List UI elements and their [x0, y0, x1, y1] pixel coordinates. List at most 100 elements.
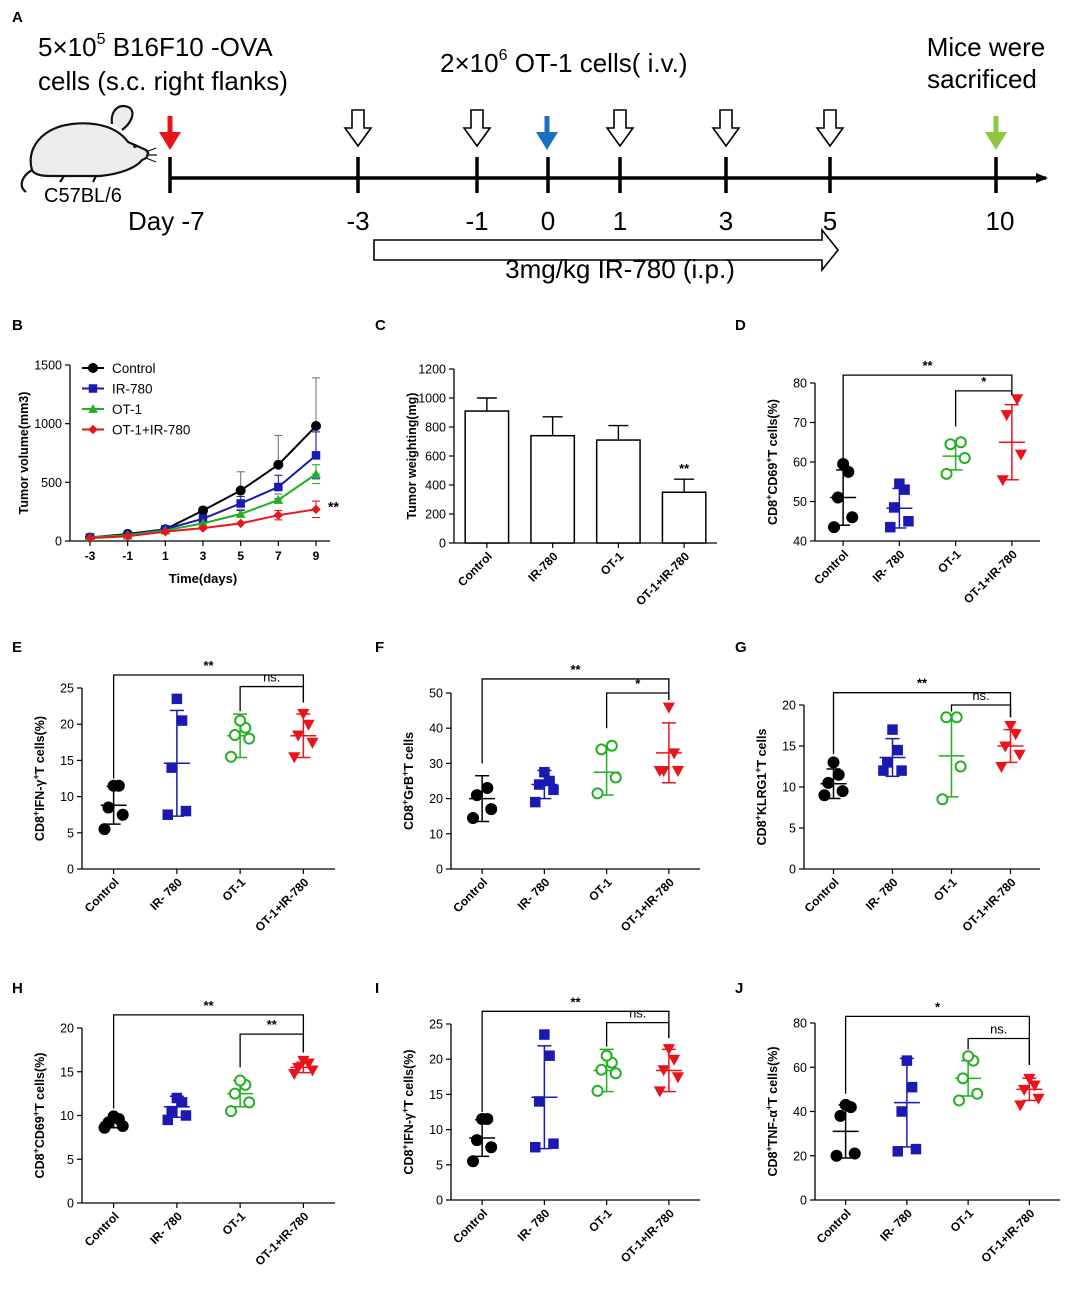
x-tick-label: OT-1+IR-780: [618, 875, 677, 934]
x-tick-label: 7: [275, 549, 282, 563]
data-point: [539, 766, 550, 778]
legend-entry-ot-1-ir-780: OT-1+IR-780: [82, 423, 190, 438]
x-tick-label: OT-1+IR-780: [959, 875, 1018, 934]
group-ot-1: OT-1: [586, 739, 622, 904]
panel-b-chart: B 0 500 1000 1500 Tumor volume(mm3) -3 -1 1 3 5 7 9 T…: [12, 317, 339, 586]
group-control: Control: [802, 756, 849, 915]
group-control: Control: [811, 457, 859, 587]
panel-letter-h: H: [12, 980, 23, 997]
group-control: Control: [814, 1098, 861, 1246]
y-tick-label: 400: [425, 479, 446, 493]
data-point: [98, 823, 111, 836]
y-tick-label: 500: [41, 476, 62, 490]
x-axis-label: Time(days): [169, 571, 237, 586]
panel-letter-g: G: [735, 639, 747, 656]
treatment-label: 3mg/kg IR-780 (i.p.): [505, 254, 735, 284]
x-tick-label: Control: [82, 875, 122, 915]
data-point: [839, 1098, 852, 1111]
y-tick-label: 60: [793, 456, 807, 470]
data-point: [235, 518, 246, 529]
data-point: [896, 765, 907, 776]
data-point: [544, 1050, 555, 1061]
significance-bracket-2: ns.: [950, 688, 1012, 718]
data-point: [548, 784, 559, 796]
data-point: [971, 1087, 984, 1100]
group-ot-1: OT-1: [935, 436, 971, 576]
y-tick-label: 0: [436, 863, 443, 877]
panel-letter-d: D: [735, 317, 746, 334]
bracket-label: **: [570, 662, 581, 677]
y-tick-label: 30: [429, 757, 443, 771]
data-point: [162, 809, 174, 820]
data-point: [180, 805, 192, 817]
y-tick-label: 20: [429, 1053, 443, 1067]
day-label-0: 0: [541, 206, 555, 236]
significance-bracket-2: ns.: [239, 670, 305, 712]
y-tick-label: 80: [793, 377, 807, 391]
y-tick-label: 200: [425, 508, 446, 522]
data-point: [605, 739, 618, 752]
x-tick-label: Control: [450, 1206, 490, 1246]
x-tick-label: OT-1+IR-780: [618, 1206, 677, 1265]
y-tick-label: 60: [793, 1061, 807, 1075]
group-ir-780: IR- 780: [515, 766, 559, 913]
x-tick-label: OT-1+IR-780: [961, 547, 1020, 606]
group-ot-1-ir-780: OT-1+IR-780: [252, 1055, 319, 1268]
legend-entry-ot-1: OT-1: [82, 402, 142, 417]
sacrifice-text-line2: sacrificed: [927, 64, 1037, 94]
y-tick-label: 10: [429, 827, 443, 841]
group-control: Control: [82, 779, 129, 915]
data-point: [85, 533, 95, 543]
legend-label: OT-1: [112, 402, 142, 417]
data-point: [671, 1072, 685, 1084]
y-tick-label: 80: [793, 1017, 807, 1031]
y-tick-label: 5: [67, 1153, 74, 1167]
significance-bracket-2: ns.: [605, 1006, 670, 1047]
bracket-label: **: [922, 358, 933, 373]
y-axis-label: CD8+IFN-γ+T cells(%): [400, 1049, 416, 1174]
data-point: [297, 1055, 310, 1067]
data-point: [297, 708, 310, 720]
y-tick-label: 5: [67, 826, 74, 840]
y-tick-label: 40: [793, 1105, 807, 1119]
bracket-label: **: [203, 998, 214, 1013]
data-point: [831, 491, 844, 504]
x-tick-label: OT-1: [586, 875, 615, 904]
y-tick-label: 20: [782, 699, 796, 713]
data-point: [667, 1054, 681, 1066]
data-point: [107, 779, 120, 792]
data-point: [1000, 410, 1013, 422]
significance-bracket-1: **: [112, 998, 305, 1109]
significance-bracket-2: *: [954, 374, 1013, 427]
y-tick-label: 0: [436, 1194, 443, 1208]
group-ir-780: IR- 780: [147, 693, 192, 913]
data-point: [225, 1105, 238, 1118]
data-point: [306, 737, 319, 749]
panel-h-chart: H 0 5 10 15 20 CD8+CD69+T cells(%) Control IR- 7…: [12, 980, 335, 1268]
y-tick-label: 10: [60, 1109, 74, 1123]
data-point: [954, 436, 967, 449]
data-point: [818, 789, 831, 802]
legend-marker: [88, 363, 98, 373]
y-tick-label: 25: [429, 1018, 443, 1032]
x-tick-label: IR- 780: [147, 1209, 185, 1247]
day-label-3: 3: [719, 206, 733, 236]
significance-bracket-1: **: [842, 358, 1013, 474]
data-point: [102, 801, 115, 814]
panel-a-timeline: A 5×105 B16F10 -OVA cells (s.c. right fl…: [12, 9, 1048, 284]
bracket-line: [605, 692, 670, 729]
inoculation-text-line1: 5×105 B16F10 -OVA: [38, 31, 273, 62]
panel-letter-c: C: [375, 317, 386, 334]
bracket-line: [112, 674, 305, 779]
bar: [464, 410, 510, 544]
group-ir-780: IR- 780: [863, 724, 907, 913]
timeline-ticks: [168, 157, 998, 193]
timeline-arrows: [159, 109, 1007, 150]
x-tick-label: Control: [455, 549, 495, 589]
bracket-label: *: [935, 999, 941, 1014]
x-tick-label: Control: [82, 1209, 122, 1249]
data-point: [288, 1069, 301, 1081]
data-point: [539, 1029, 550, 1040]
data-point: [533, 779, 545, 790]
data-point: [180, 1110, 192, 1121]
